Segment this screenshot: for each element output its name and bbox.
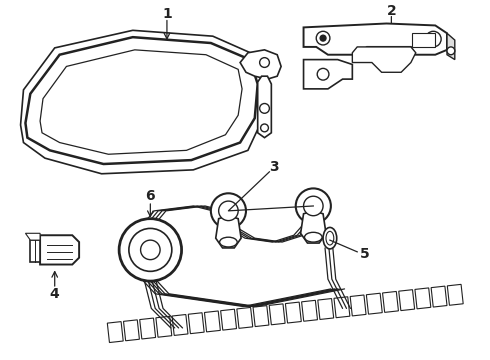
Polygon shape — [30, 240, 40, 262]
Circle shape — [296, 188, 331, 224]
Polygon shape — [40, 235, 79, 265]
Polygon shape — [285, 302, 301, 323]
Polygon shape — [258, 76, 271, 138]
Polygon shape — [25, 37, 258, 164]
Polygon shape — [237, 307, 253, 328]
Polygon shape — [318, 298, 334, 319]
Circle shape — [119, 219, 182, 281]
Circle shape — [260, 58, 270, 67]
Polygon shape — [140, 318, 156, 339]
Polygon shape — [123, 320, 139, 341]
Ellipse shape — [326, 231, 334, 245]
Circle shape — [303, 196, 323, 216]
Polygon shape — [220, 309, 237, 330]
Polygon shape — [156, 316, 172, 337]
Polygon shape — [188, 313, 204, 334]
Polygon shape — [269, 304, 285, 325]
Polygon shape — [399, 290, 415, 311]
Polygon shape — [447, 33, 455, 60]
Circle shape — [211, 193, 246, 228]
Text: 1: 1 — [162, 7, 172, 21]
Polygon shape — [415, 288, 431, 309]
Circle shape — [261, 124, 269, 132]
Polygon shape — [40, 50, 242, 154]
Text: 4: 4 — [50, 287, 60, 301]
Circle shape — [317, 68, 329, 80]
Polygon shape — [350, 295, 366, 316]
Circle shape — [129, 228, 172, 271]
Polygon shape — [447, 284, 463, 305]
Text: 6: 6 — [146, 189, 155, 203]
Polygon shape — [352, 47, 416, 72]
Text: 3: 3 — [270, 160, 279, 174]
Polygon shape — [25, 233, 40, 240]
Polygon shape — [253, 306, 269, 327]
Ellipse shape — [304, 232, 322, 242]
Polygon shape — [204, 311, 220, 332]
Polygon shape — [334, 297, 350, 318]
Circle shape — [425, 31, 441, 47]
Circle shape — [447, 47, 455, 55]
Ellipse shape — [220, 237, 237, 247]
Polygon shape — [302, 300, 318, 321]
Polygon shape — [107, 321, 123, 342]
Text: 2: 2 — [387, 4, 396, 18]
Polygon shape — [216, 216, 241, 248]
Polygon shape — [412, 33, 435, 47]
Polygon shape — [367, 293, 382, 314]
Polygon shape — [301, 211, 326, 243]
Circle shape — [320, 35, 326, 41]
Circle shape — [316, 31, 330, 45]
Circle shape — [141, 240, 160, 260]
Polygon shape — [431, 286, 447, 307]
Polygon shape — [303, 23, 447, 55]
Polygon shape — [383, 292, 398, 312]
Polygon shape — [172, 315, 188, 336]
Text: 5: 5 — [360, 247, 370, 261]
Polygon shape — [240, 50, 281, 79]
Ellipse shape — [323, 228, 337, 249]
Circle shape — [219, 201, 238, 221]
Circle shape — [260, 104, 270, 113]
Polygon shape — [303, 60, 352, 89]
